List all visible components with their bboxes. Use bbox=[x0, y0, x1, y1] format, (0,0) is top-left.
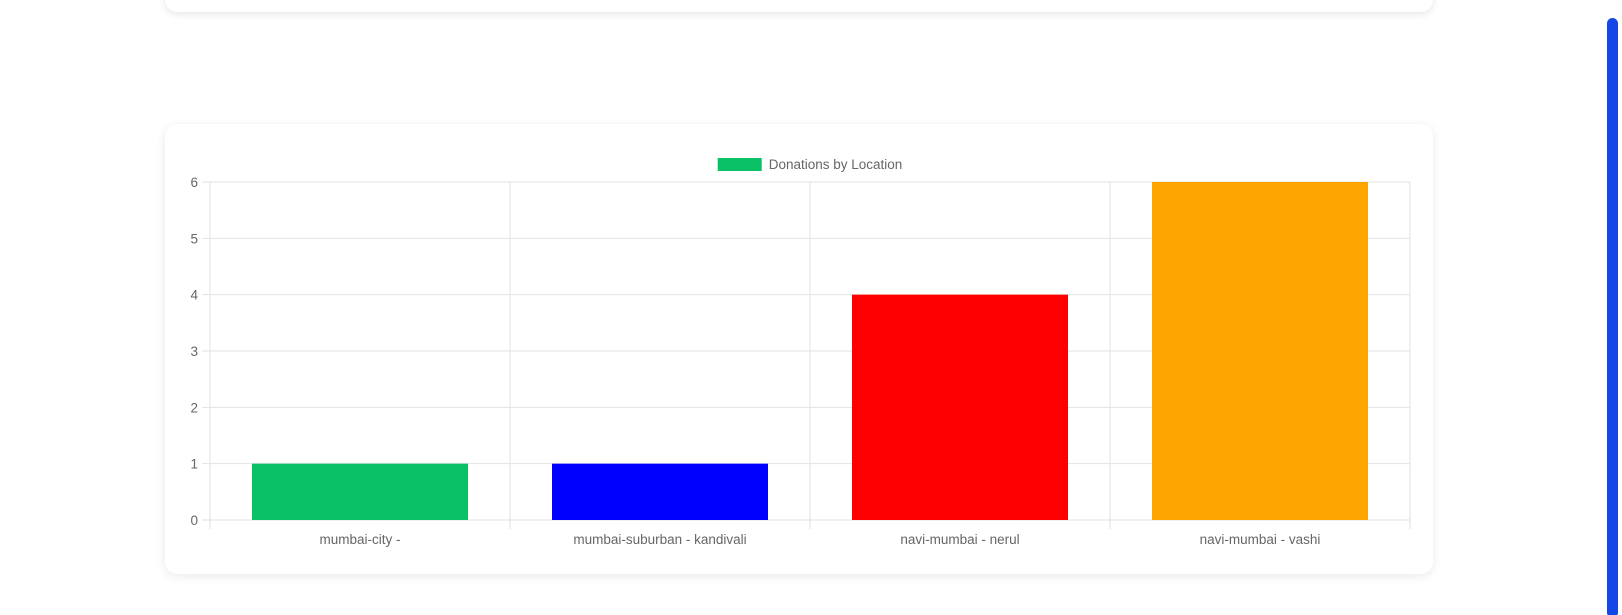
legend-label: Donations by Location bbox=[769, 157, 903, 172]
y-tick-label: 5 bbox=[190, 231, 198, 246]
x-tick-label: mumbai-suburban - kandivali bbox=[573, 532, 746, 547]
chart-legend[interactable]: Donations by Location bbox=[717, 157, 903, 172]
chart-card: Donations by Location 0 1 2 3 4 5 6 mumbai-cit… bbox=[165, 124, 1433, 574]
y-tick-label: 0 bbox=[190, 513, 198, 528]
x-tick-label: navi-mumbai - nerul bbox=[900, 532, 1019, 547]
scrollbar-thumb[interactable] bbox=[1607, 18, 1618, 615]
y-axis-ticks: 0 1 2 3 4 5 6 bbox=[190, 175, 198, 528]
previous-card bbox=[165, 0, 1433, 12]
bar-navi-mumbai-vashi[interactable] bbox=[1152, 182, 1368, 520]
bar-mumbai-city[interactable] bbox=[252, 463, 468, 520]
bar-mumbai-suburban-kandivali[interactable] bbox=[552, 463, 768, 520]
y-tick-label: 4 bbox=[190, 288, 198, 303]
donations-bar-chart: Donations by Location 0 1 2 3 4 5 6 mumbai-cit… bbox=[190, 157, 1411, 547]
x-tick-label: navi-mumbai - vashi bbox=[1200, 532, 1321, 547]
y-tick-label: 6 bbox=[190, 175, 198, 190]
y-tick-label: 1 bbox=[190, 457, 198, 472]
y-tick-label: 3 bbox=[190, 344, 198, 359]
y-tick-label: 2 bbox=[190, 400, 198, 415]
x-tick-label: mumbai-city - bbox=[319, 532, 400, 547]
legend-swatch bbox=[717, 158, 762, 171]
chart-bars bbox=[252, 182, 1368, 520]
x-axis-ticks: mumbai-city - mumbai-suburban - kandivali… bbox=[319, 532, 1320, 547]
bar-navi-mumbai-nerul[interactable] bbox=[852, 294, 1068, 520]
